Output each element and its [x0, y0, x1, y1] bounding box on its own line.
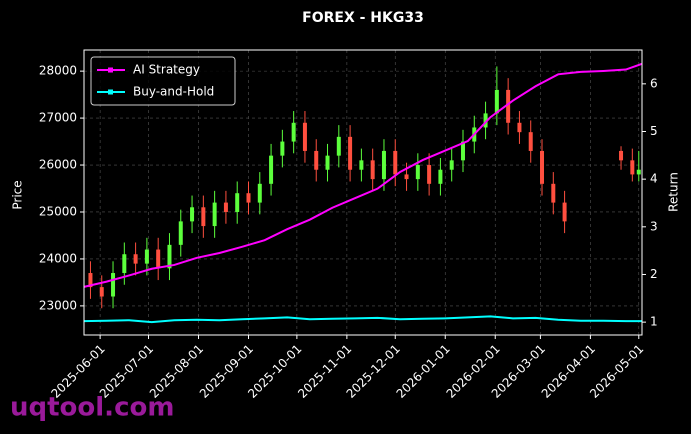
y-tick-label: 28000 — [39, 64, 77, 78]
candle-body — [144, 249, 149, 264]
candle-body — [178, 221, 183, 245]
candle-body — [314, 150, 319, 170]
candle-body — [517, 122, 522, 133]
candle-body — [540, 150, 545, 184]
candle-body — [122, 254, 127, 274]
y-axis-label: Price — [11, 180, 25, 209]
candle-body — [438, 169, 443, 184]
y2-axis-label: Return — [667, 172, 681, 212]
candle-body — [348, 136, 353, 170]
plot-frame — [83, 49, 643, 336]
candle-body — [325, 155, 330, 170]
candle-body — [460, 141, 465, 161]
legend-label: AI Strategy — [133, 63, 200, 77]
chart-title: FOREX - HKG33 — [302, 10, 424, 26]
candle-body — [636, 169, 641, 175]
y2-tick-label: 2 — [650, 267, 658, 281]
legend-label: Buy-and-Hold — [133, 85, 214, 99]
y-tick-label: 25000 — [39, 204, 77, 218]
candle-body — [562, 202, 567, 222]
candle-body — [280, 141, 285, 156]
candle-body — [212, 202, 217, 227]
candle-body — [415, 165, 420, 180]
candle-body — [99, 287, 104, 297]
candle-body — [167, 244, 172, 269]
candle-body — [449, 160, 454, 170]
candle-body — [111, 273, 116, 297]
candle-body — [223, 202, 228, 212]
candle-body — [506, 89, 511, 123]
y2-tick-label: 4 — [650, 172, 658, 186]
candle-body — [494, 89, 499, 114]
line-series — [83, 62, 643, 288]
candle-body — [551, 183, 556, 203]
y2-tick-label: 5 — [650, 124, 658, 138]
candle-body — [302, 122, 307, 151]
candle-body — [393, 150, 398, 175]
legend-marker — [108, 67, 113, 73]
candle-body — [370, 160, 375, 180]
candle-body — [190, 207, 195, 222]
candle-body — [246, 193, 251, 203]
candle-body — [619, 150, 624, 161]
candle-body — [201, 207, 206, 227]
candle-body — [427, 165, 432, 184]
y-tick-label: 27000 — [39, 111, 77, 125]
candle-body — [359, 160, 364, 170]
candle-body — [404, 174, 409, 180]
y-tick-label: 26000 — [39, 158, 77, 172]
y2-tick-label: 6 — [650, 76, 658, 90]
candle-body — [235, 193, 240, 212]
candle-body — [257, 183, 262, 203]
candle-body — [483, 113, 488, 128]
candle-body — [381, 150, 386, 180]
candle-body — [269, 155, 274, 184]
candle-body — [630, 160, 635, 175]
y-tick-label: 23000 — [39, 298, 77, 312]
y2-tick-label: 3 — [650, 219, 658, 233]
watermark: uqtool.com — [10, 393, 174, 423]
line-series — [83, 315, 642, 324]
legend-box — [90, 56, 236, 106]
candle-body — [156, 249, 161, 269]
y2-tick-label: 1 — [650, 315, 658, 329]
candle-body — [528, 132, 533, 151]
candle-body — [88, 273, 93, 288]
candle-body — [291, 122, 296, 142]
y-tick-label: 24000 — [39, 251, 77, 265]
candle-body — [336, 136, 341, 156]
legend-marker — [108, 89, 113, 95]
candle-body — [133, 254, 138, 264]
